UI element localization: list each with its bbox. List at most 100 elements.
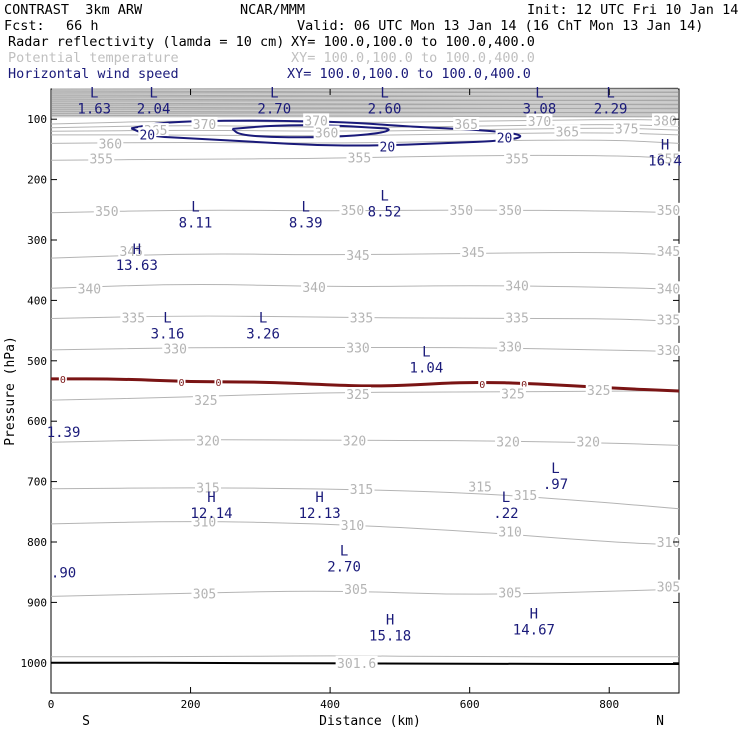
theta-contour-label: 345	[461, 246, 484, 261]
theta-contour-label: 350	[95, 205, 118, 220]
zero-label-bg	[478, 377, 487, 389]
extremum-low-marker: L	[163, 311, 171, 327]
extremum-low-marker: L	[380, 189, 388, 205]
zero-contour-layer: 0 0 0 0 0	[51, 372, 680, 665]
fcst-value: 66 h	[66, 18, 99, 34]
zero-label-bg	[177, 375, 186, 387]
extremum-value: .97	[543, 477, 568, 493]
extremum-value: 12.14	[190, 506, 232, 522]
theta-contour-label: 370	[193, 118, 216, 133]
x-tick-label: 200	[181, 698, 201, 711]
extremum-value: 13.63	[116, 258, 158, 274]
y-tick-label: 100	[27, 113, 47, 126]
theta-label-bg	[467, 479, 494, 493]
theta-contour-label: 325	[587, 384, 610, 399]
theta-contour-label: 301.6	[337, 657, 376, 672]
extremum-value: 8.39	[289, 216, 323, 232]
wind-contour-label: 20	[380, 140, 396, 155]
extremum-value: 2.70	[327, 559, 361, 575]
theta-contour-label: 325	[194, 394, 217, 409]
zero-contour-label: 0	[215, 378, 221, 389]
wind-contour-25	[231, 124, 390, 139]
extremum-low-marker: L	[551, 461, 559, 477]
extremum-value: 12.13	[299, 506, 341, 522]
top-band-contour	[51, 91, 679, 94]
theta-label-bg	[448, 202, 475, 216]
theta-contour-label: 320	[577, 436, 600, 451]
theta-label-bg	[342, 582, 369, 596]
theta-contour-label: 330	[498, 340, 521, 355]
theta-contour-label: 355	[505, 152, 528, 167]
theta-contour-label: 355	[348, 151, 371, 166]
theta-label-bg	[162, 341, 189, 355]
theta-label-bg	[191, 514, 218, 528]
theta-label-bg	[88, 151, 115, 165]
extremum-high-marker: H	[133, 242, 141, 258]
theta-contour-label: 305	[344, 583, 367, 598]
theta-contour-label: 340	[78, 282, 101, 297]
theta-contour-label: 340	[302, 281, 325, 296]
x-tick-label: 400	[320, 698, 340, 711]
extremum-low-marker: L	[502, 490, 510, 506]
extremum-low-marker: L	[606, 85, 614, 101]
y-tick-label: 700	[27, 476, 47, 489]
theta-contour-label: 315	[350, 483, 373, 498]
extremum-value: 2.29	[594, 101, 628, 117]
theta-label-bg	[120, 310, 147, 324]
extremum-value: 1.39	[47, 425, 81, 441]
theta-contour-label: 355	[89, 152, 112, 167]
y-tick-label: 1000	[21, 657, 48, 670]
extremum-value: 3.16	[151, 327, 185, 343]
theta-label-bg	[655, 342, 682, 356]
theta-label-bg	[192, 393, 219, 407]
wind-label-bg	[495, 130, 514, 144]
extrema-layer: L1.63L2.04L2.70L2.60L3.08L2.29H16.4L8.11…	[47, 85, 682, 644]
extremum-high-marker: H	[661, 137, 669, 153]
y-tick-label: 200	[27, 174, 47, 187]
extremum-value: 2.70	[257, 101, 291, 117]
theta-label-bg	[345, 387, 372, 401]
theta-contour-label: 350	[341, 204, 364, 219]
y-tick-label: 800	[27, 536, 47, 549]
theta-contour-label: 320	[196, 435, 219, 450]
center-title: NCAR/MMM	[240, 2, 306, 18]
y-tick-label: 500	[27, 355, 47, 368]
field-wind-xy: XY= 100.0,100.0 to 100.0,400.0	[287, 66, 531, 82]
top-band-contour	[51, 103, 679, 106]
theta-label-bg	[195, 433, 221, 447]
theta-label-bg	[313, 125, 340, 139]
theta-label-bg	[504, 310, 531, 324]
theta-contour-label: 335	[505, 311, 528, 326]
extremum-low-marker: L	[270, 85, 278, 101]
extremum-value: 14.67	[513, 623, 555, 639]
top-band-contour	[51, 87, 679, 90]
theta-contour-label: 330	[163, 343, 186, 358]
field-reflectivity-xy: XY= 100.0,100.0 to 100.0,400.0	[291, 34, 535, 50]
theta-label-bg	[497, 585, 524, 599]
theta-contour-label: 345	[346, 249, 369, 264]
x-tick-label: 600	[460, 698, 480, 711]
theta-contour-label: 350	[498, 204, 521, 219]
extremum-low-marker: L	[259, 311, 267, 327]
theta-contour-label: 350	[657, 204, 680, 219]
theta-contour-label: 315	[468, 480, 491, 495]
zero-contour-label: 0	[521, 380, 527, 391]
theta-label-bg	[348, 481, 375, 495]
north-label: N	[656, 714, 664, 729]
theta-contour-label: 355	[657, 152, 680, 167]
theta-label-bg	[655, 243, 682, 257]
theta-label-bg	[554, 124, 581, 138]
fcst-label: Fcst:	[4, 18, 45, 34]
theta-label-bg	[512, 487, 539, 501]
theta-contour-label: 305	[657, 581, 680, 596]
theta-contour-label: 375	[615, 122, 638, 137]
theta-contour-340	[50, 284, 680, 290]
theta-label-bg	[195, 480, 221, 494]
valid-time: Valid: 06 UTC Mon 13 Jan 14 (16 ChT Mon …	[297, 18, 704, 34]
theta-contour-label: 315	[196, 482, 219, 497]
theta-label-bg	[497, 524, 524, 538]
theta-label-bg	[499, 386, 526, 400]
y-axis-label: Pressure (hPa)	[3, 336, 18, 446]
extremum-low-marker: L	[535, 85, 543, 101]
wind-contour-label: 20	[497, 131, 513, 146]
